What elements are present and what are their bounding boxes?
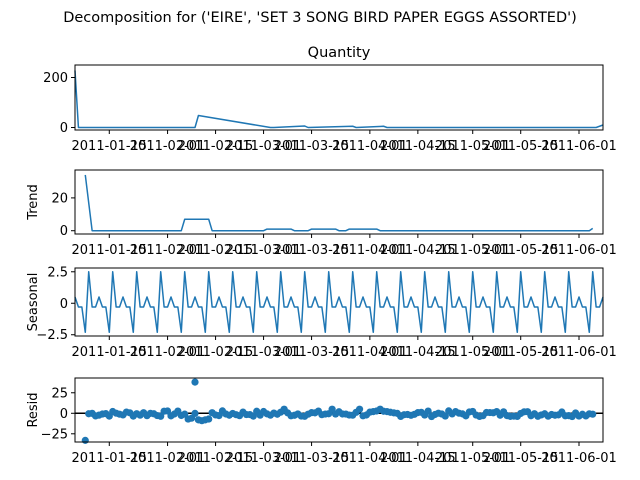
y-tick-label: −25: [41, 427, 68, 442]
resid-point: [424, 407, 432, 415]
x-tick-label: 2011-03-01: [226, 139, 302, 154]
x-tick-label: 2011-02-01: [130, 451, 206, 466]
series-line-trend: [84, 174, 594, 232]
x-tick-label: 2011-04-01: [332, 139, 408, 154]
x-tick-label: 2011-01-15: [72, 451, 148, 466]
x-tick-label: 2011-03-01: [226, 345, 302, 360]
x-tick-label: 2011-04-01: [332, 243, 408, 258]
axes-frame-trend: [74, 169, 604, 235]
panel-trend: 0202011-01-152011-02-012011-02-152011-03…: [26, 169, 617, 258]
y-tick-label: 2.5: [47, 265, 68, 280]
x-tick-label: 2011-05-15: [483, 451, 559, 466]
x-tick-label: 2011-05-01: [435, 451, 511, 466]
series-line-seasonal: [74, 271, 604, 333]
panel-title: Quantity: [308, 45, 371, 61]
resid-point: [191, 409, 199, 417]
resid-point: [441, 412, 449, 420]
x-tick-label: 2011-02-15: [178, 243, 254, 258]
x-tick-label: 2011-03-15: [274, 345, 350, 360]
y-tick-label: 200: [43, 71, 68, 86]
y-tick-label: −2.5: [36, 328, 68, 343]
x-tick-label: 2011-05-01: [435, 345, 511, 360]
x-tick-label: 2011-06-01: [541, 139, 617, 154]
x-tick-label: 2011-05-15: [483, 345, 559, 360]
x-tick-label: 2011-05-15: [483, 243, 559, 258]
x-tick-label: 2011-06-01: [541, 451, 617, 466]
x-tick-label: 2011-04-01: [332, 345, 408, 360]
x-tick-label: 2011-02-15: [178, 451, 254, 466]
x-tick-label: 2011-04-15: [380, 345, 456, 360]
x-tick-label: 2011-05-15: [483, 139, 559, 154]
y-axis-label: Seasonal: [26, 273, 41, 332]
x-tick-label: 2011-02-01: [130, 139, 206, 154]
x-tick-label: 2011-03-01: [226, 243, 302, 258]
x-tick-label: 2011-02-01: [130, 243, 206, 258]
y-axis-label: Trend: [26, 184, 41, 221]
y-tick-label: 0: [60, 224, 68, 239]
series-line-observed: [74, 70, 604, 129]
resid-point: [157, 412, 165, 420]
x-tick-label: 2011-03-15: [274, 451, 350, 466]
x-tick-label: 2011-03-15: [274, 139, 350, 154]
x-tick-label: 2011-04-15: [380, 139, 456, 154]
y-tick-label: 20: [51, 191, 68, 206]
x-tick-label: 2011-04-15: [380, 243, 456, 258]
x-tick-label: 2011-06-01: [541, 345, 617, 360]
x-tick-label: 2011-01-15: [72, 243, 148, 258]
panel-observed: 02002011-01-152011-02-012011-02-152011-0…: [43, 45, 617, 154]
x-tick-label: 2011-01-15: [72, 139, 148, 154]
resid-point: [589, 410, 597, 418]
resid-point: [205, 415, 213, 423]
x-tick-label: 2011-02-15: [178, 139, 254, 154]
x-tick-label: 2011-03-15: [274, 243, 350, 258]
y-axis-label: Resid: [26, 392, 41, 427]
axes-frame-seasonal: [74, 267, 604, 337]
resid-point: [81, 436, 89, 444]
panel-resid: −250252011-01-152011-02-012011-02-152011…: [26, 377, 617, 466]
x-tick-label: 2011-05-01: [435, 139, 511, 154]
x-tick-label: 2011-04-15: [380, 451, 456, 466]
y-tick-label: 0: [60, 297, 68, 312]
y-tick-label: 0: [60, 121, 68, 136]
x-tick-label: 2011-02-01: [130, 345, 206, 360]
figure-suptitle: Decomposition for ('EIRE', 'SET 3 SONG B…: [63, 10, 577, 26]
axes-frame-resid: [74, 377, 604, 443]
resid-point: [191, 378, 199, 386]
x-tick-label: 2011-04-01: [332, 451, 408, 466]
y-tick-label: 0: [60, 407, 68, 422]
x-tick-label: 2011-06-01: [541, 243, 617, 258]
axes-frame-observed: [74, 64, 604, 131]
x-tick-label: 2011-03-01: [226, 451, 302, 466]
resid-point: [355, 405, 364, 413]
y-tick-label: 25: [51, 386, 68, 401]
x-tick-label: 2011-02-15: [178, 345, 254, 360]
x-tick-label: 2011-01-15: [72, 345, 148, 360]
panels: 02002011-01-152011-02-012011-02-152011-0…: [26, 45, 617, 466]
panel-seasonal: −2.502.52011-01-152011-02-012011-02-1520…: [26, 265, 617, 360]
x-tick-label: 2011-05-01: [435, 243, 511, 258]
